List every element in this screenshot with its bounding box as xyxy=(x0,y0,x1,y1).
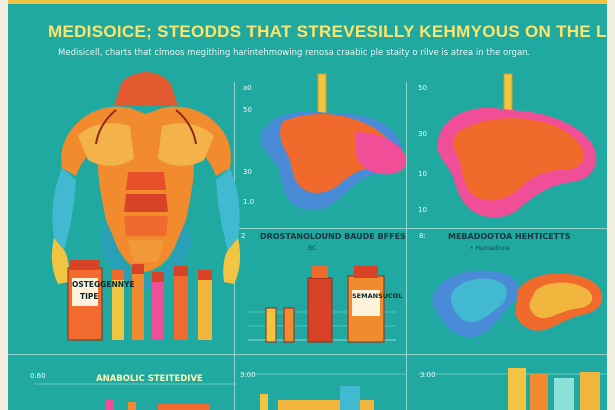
bottle-label-right: SEMANSUCOL xyxy=(352,292,403,300)
liver-panel-2-axis-2: 10 xyxy=(418,170,427,178)
liver-panel-1-top-axis: a0 xyxy=(243,84,252,92)
liver-panel-2-top-axis: 50 xyxy=(418,84,427,92)
liver-panel-2-axis-1: 30 xyxy=(418,130,427,138)
page-title: MEDISOICE; STEODDS THAT STREVESILLY KEHM… xyxy=(48,22,607,41)
bottom-bars-icon xyxy=(34,368,607,410)
liver-panel-1-axis-1: 50 xyxy=(243,106,252,114)
mid-right-number: 8: xyxy=(419,232,426,240)
mid-left-number: 2 xyxy=(241,232,246,240)
infographic-canvas: MEDISOICE; STEODDS THAT STREVESILLY KEHM… xyxy=(8,0,607,410)
horizontal-divider-bottom xyxy=(8,354,607,355)
torso-illustration xyxy=(51,72,241,290)
liver-panel-1-axis-2: 30 xyxy=(243,168,252,176)
liver-icon xyxy=(437,73,597,218)
right-section-sub: • Humadinne xyxy=(470,245,511,252)
horizontal-divider-mid xyxy=(234,228,607,229)
bottom-mid-number: 3.00 xyxy=(240,371,256,379)
page-subtitle: Medisicell, charts that clmoos megithing… xyxy=(58,48,531,58)
liver-icon xyxy=(260,73,407,211)
vertical-divider-right xyxy=(406,82,407,410)
mid-section-title: DROSTANOLOUND BAUDE BFFES xyxy=(260,232,406,241)
right-section-title: MEBADOOTOA HEHTICETTS xyxy=(448,232,571,241)
mid-section-sub: BC xyxy=(308,245,317,252)
vial-label-left: OSTEGGENNYE xyxy=(72,280,135,289)
bottom-left-number: 0.60 xyxy=(30,372,46,380)
bottom-left-title: ANABOLIC STEITEDIVE xyxy=(96,374,203,384)
liver-panel-1-axis-3: 1.0 xyxy=(243,198,255,206)
medicine-vials-icon xyxy=(67,260,212,341)
liver-panel-2-axis-3: 10 xyxy=(418,206,427,214)
liver-pair-icon xyxy=(432,270,603,338)
medicine-bottles-icon xyxy=(248,266,396,343)
bottom-right-number: 3.00 xyxy=(420,371,436,379)
vial-label-left-2: TIPE xyxy=(80,292,99,301)
